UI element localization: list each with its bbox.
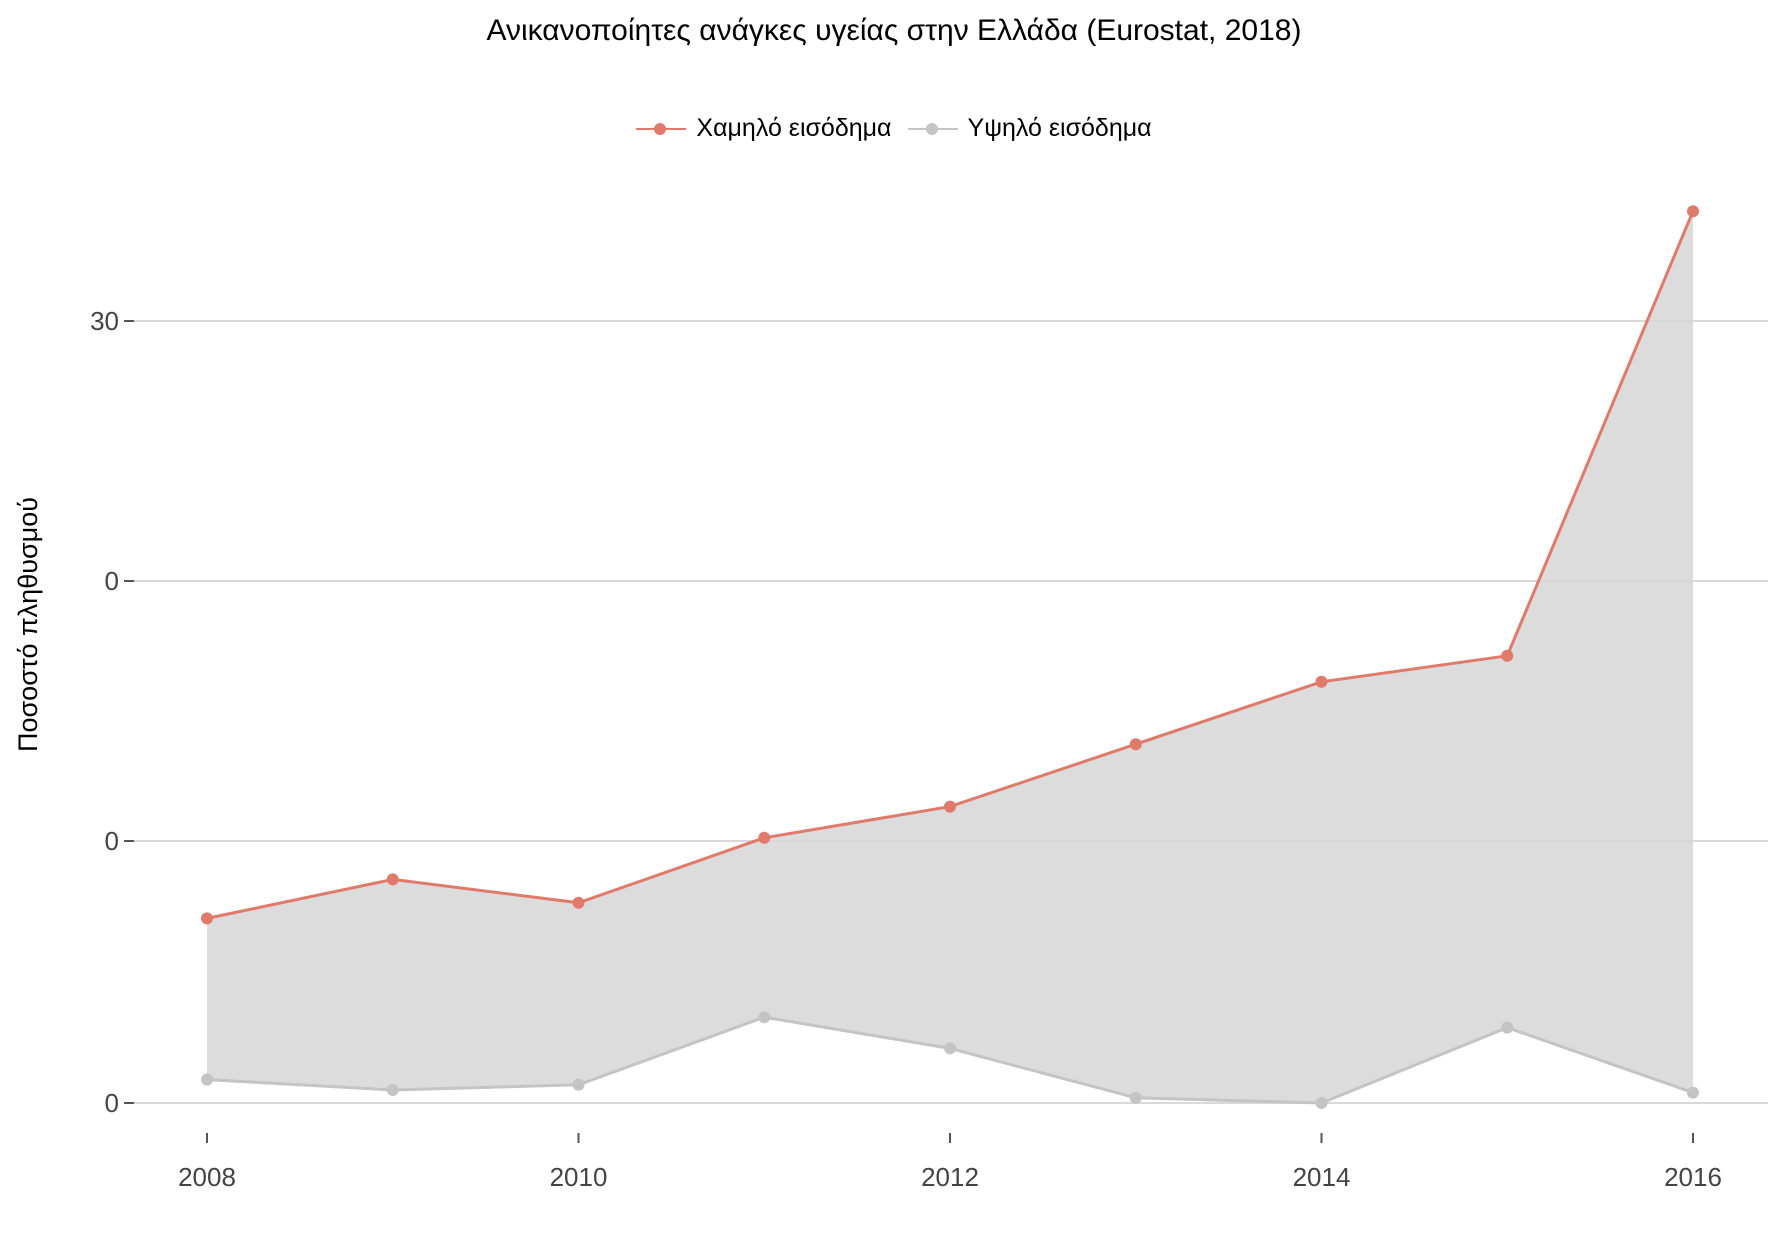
fill-between-area — [207, 211, 1693, 1103]
data-point-low-income — [1501, 649, 1514, 662]
data-point-high-income — [1687, 1086, 1699, 1099]
data-point-low-income — [944, 800, 956, 813]
legend-item-low-income: Χαμηλό εισόδημα — [636, 114, 892, 143]
data-point-high-income — [572, 1078, 585, 1091]
data-point-high-income — [1315, 1097, 1328, 1109]
legend-key-low-income — [636, 119, 687, 139]
legend: Χαμηλό εισόδημα Υψηλό εισόδημα — [0, 114, 1788, 143]
data-point-low-income — [572, 896, 585, 909]
y-tick-label: 0 — [105, 1088, 119, 1118]
x-tick-label: 2016 — [1664, 1162, 1722, 1192]
data-point-high-income — [944, 1042, 956, 1055]
y-tick-label: 30 — [90, 306, 119, 336]
legend-label-high-income: Υψηλό εισόδημα — [967, 114, 1152, 142]
x-tick-label: 2008 — [178, 1162, 236, 1192]
data-point-high-income — [1129, 1091, 1142, 1104]
y-tick-label: 0 — [105, 826, 119, 856]
data-point-low-income — [1315, 675, 1328, 688]
data-point-low-income — [201, 912, 213, 925]
data-point-low-income — [1129, 738, 1142, 751]
x-tick-label: 2010 — [550, 1162, 608, 1192]
data-point-high-income — [386, 1084, 399, 1096]
legend-item-high-income: Υψηλό εισόδημα — [907, 114, 1152, 143]
axes: 0 0 0 30 2008 2010 2012 2014 2016 — [90, 306, 1722, 1192]
data-point-low-income — [1687, 205, 1699, 218]
chart-title: Ανικανοποίητες ανάγκες υγείας στην Ελλάδ… — [486, 14, 1302, 47]
data-point-low-income — [386, 873, 399, 886]
series-points — [201, 205, 1699, 1109]
data-point-high-income — [1501, 1021, 1514, 1034]
data-point-high-income — [758, 1011, 771, 1024]
legend-label-low-income: Χαμηλό εισόδημα — [696, 114, 892, 142]
x-tick-label: 2012 — [921, 1162, 979, 1192]
y-tick-label: 0 — [105, 566, 119, 596]
data-point-high-income — [201, 1073, 213, 1086]
area-layer — [207, 211, 1693, 1103]
legend-key-high-income — [907, 119, 958, 139]
data-point-low-income — [758, 831, 771, 844]
x-tick-label: 2014 — [1293, 1162, 1351, 1192]
